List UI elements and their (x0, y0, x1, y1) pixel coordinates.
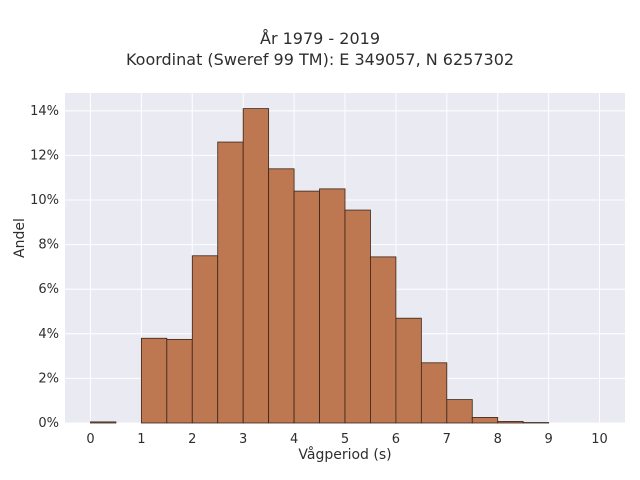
y-tick-label: 12% (30, 148, 59, 163)
x-tick-label: 3 (239, 432, 247, 447)
x-tick-label: 6 (392, 432, 400, 447)
x-tick-label: 10 (591, 432, 608, 447)
chart-title-line-2: Koordinat (Sweref 99 TM): E 349057, N 62… (125, 50, 515, 69)
histogram-bar (217, 141, 244, 424)
y-axis-label: Andel (12, 218, 28, 258)
x-tick-label: 4 (290, 432, 298, 447)
histogram-bar (268, 168, 295, 424)
histogram-bar (90, 421, 117, 424)
histogram-bar (420, 362, 448, 424)
y-tick-label: 6% (38, 282, 59, 297)
y-tick-label: 8% (38, 238, 59, 253)
x-tick-label: 5 (341, 432, 349, 447)
y-tick-label: 14% (30, 104, 59, 119)
histogram-bar (319, 188, 346, 424)
histogram-bar (140, 337, 168, 424)
histogram-bar (293, 190, 320, 424)
histogram-bar (446, 399, 473, 424)
y-tick-label: 10% (30, 193, 59, 208)
x-tick-label: 1 (137, 432, 145, 447)
y-tick-label: 4% (38, 327, 59, 342)
x-axis-label: Vågperiod (s) (298, 447, 392, 463)
chart-title-line-1: År 1979 - 2019 (260, 29, 380, 48)
bar-layer (90, 108, 550, 424)
histogram-bar (395, 317, 422, 424)
histogram-bar (471, 417, 499, 424)
histogram-bar (497, 421, 524, 424)
y-tick-label: 2% (38, 371, 59, 386)
tick-label-layer: 0 1 2 3 4 5 6 7 8 9 10 0% 2% 4% 6% 8% 10% 12% 14% (30, 104, 608, 447)
x-tick-label: 9 (544, 432, 552, 447)
y-tick-label: 0% (38, 416, 59, 431)
x-tick-label: 2 (188, 432, 196, 447)
histogram-bar (242, 108, 270, 424)
x-tick-label: 0 (86, 432, 94, 447)
x-tick-label: 7 (443, 432, 451, 447)
x-tick-label: 8 (494, 432, 502, 447)
histogram-bar (344, 209, 371, 424)
histogram-bar (191, 255, 219, 424)
histogram-bar (166, 338, 193, 424)
histogram-bar (370, 256, 397, 424)
